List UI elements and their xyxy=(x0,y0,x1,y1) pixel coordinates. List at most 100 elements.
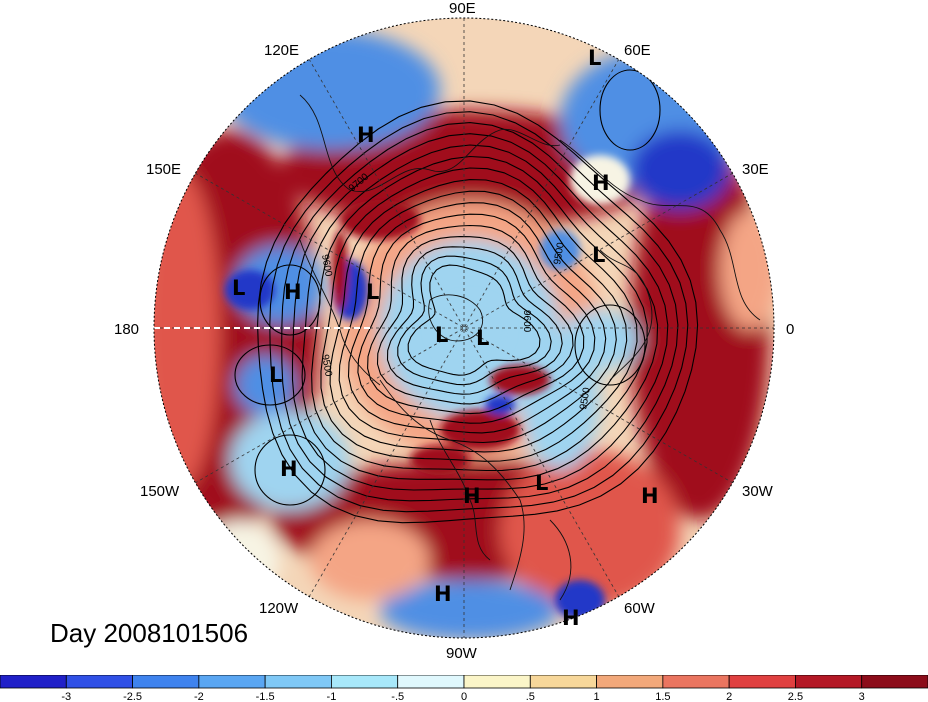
pressure-marker: L xyxy=(269,363,282,387)
colorbar-swatch xyxy=(0,675,67,689)
contour-line xyxy=(234,344,306,406)
pressure-marker: H xyxy=(641,484,659,508)
lon-label-120w: 120W xyxy=(259,600,299,617)
anomaly-patch xyxy=(340,200,420,240)
anomaly-patch xyxy=(490,365,550,395)
colorbar-swatch xyxy=(65,675,133,689)
contour-line xyxy=(281,122,679,502)
pressure-marker: L xyxy=(435,323,448,347)
contour-line xyxy=(311,155,648,472)
colorbar-tick-label: 2.5 xyxy=(788,691,803,702)
pressure-marker: H xyxy=(434,582,452,606)
colorbar-tick-label: 2 xyxy=(726,691,732,702)
anomaly-patch xyxy=(630,130,730,210)
contour-line xyxy=(291,133,669,491)
colorbar-tick-label: -2.5 xyxy=(123,691,142,702)
anomaly-patch xyxy=(430,295,510,365)
pressure-marker: H xyxy=(357,123,375,147)
contour-line xyxy=(376,236,574,405)
contour-line xyxy=(397,255,552,386)
contour-line xyxy=(257,100,699,524)
pressure-marker: L xyxy=(232,276,245,300)
contour-line xyxy=(386,246,563,395)
lon-label-90e: 90E xyxy=(449,0,476,17)
colorbar-tick-label: -1.5 xyxy=(256,691,275,702)
lon-label-60e: 60E xyxy=(624,42,651,59)
map-boundary xyxy=(153,17,775,639)
colorbar-tick-label: -2 xyxy=(194,691,204,702)
colorbar-tick-label: 1 xyxy=(594,691,600,702)
colorbar-swatch xyxy=(662,675,730,689)
anomaly-patch xyxy=(500,450,680,610)
pressure-marker: L xyxy=(588,46,601,70)
contour-line xyxy=(259,264,321,336)
lon-label-30e: 30E xyxy=(742,161,769,178)
map-title: Day 2008101506 xyxy=(50,618,249,648)
anomaly-patch xyxy=(225,270,275,310)
colorbar-tick-label: 3 xyxy=(859,691,865,702)
colorbar-tick-label: .5 xyxy=(526,691,535,702)
lon-label-120e: 120E xyxy=(264,42,299,59)
pressure-marker: L xyxy=(535,471,548,495)
colorbar-tick-label: -.5 xyxy=(391,691,404,702)
colorbar-tick-label: -3 xyxy=(61,691,71,702)
pressure-marker: L xyxy=(592,243,605,267)
pressure-marker: H xyxy=(463,484,481,508)
anomaly-patch xyxy=(154,170,220,490)
pressure-marker: L xyxy=(366,280,379,304)
pressure-system-markers: H H L H L L L L L L H H H H H H H L L H … xyxy=(232,46,659,630)
contour-line xyxy=(599,69,661,151)
pressure-marker: H xyxy=(562,606,580,630)
contour-line xyxy=(347,202,607,434)
colorbar-swatch xyxy=(596,675,664,689)
lon-label-180: 180 xyxy=(114,321,139,338)
anomaly-patch xyxy=(555,580,605,620)
contour-label: 9500 xyxy=(578,386,593,410)
lon-label-60w: 60W xyxy=(624,600,656,617)
pressure-marker: L xyxy=(476,326,489,350)
lon-label-30w: 30W xyxy=(742,483,774,500)
contour-line xyxy=(338,190,617,444)
pressure-marker: H xyxy=(284,280,302,304)
pressure-marker: H xyxy=(592,171,610,195)
contour-line xyxy=(407,264,541,376)
colorbar-swatch xyxy=(795,675,863,689)
anomaly-field xyxy=(154,18,774,638)
contour-line xyxy=(301,144,659,481)
coastlines xyxy=(299,94,761,601)
colorbar: -3 -2.5 -2 -1.5 -1 -.5 0 .5 1 1.5 2 2.5 3 xyxy=(0,675,928,702)
contour-line xyxy=(357,213,596,424)
contour-line xyxy=(254,434,326,506)
contour-line xyxy=(329,179,628,453)
colorbar-swatch xyxy=(132,675,200,689)
colorbar-swatch xyxy=(264,675,332,689)
contour-label: 9500 xyxy=(552,241,567,265)
contour-label: 9600 xyxy=(521,310,532,333)
lon-label-90w: 90W xyxy=(446,645,478,662)
anomaly-patch xyxy=(570,155,630,205)
colorbar-swatch xyxy=(463,675,531,689)
anomaly-patch xyxy=(332,230,348,310)
colorbar-swatch xyxy=(198,675,266,689)
geopotential-contours xyxy=(234,69,699,524)
contour-line xyxy=(320,167,638,462)
anomaly-patch xyxy=(380,580,560,638)
colorbar-tick-label: 0 xyxy=(461,691,467,702)
anomaly-patch xyxy=(440,410,520,450)
contour-line xyxy=(269,111,689,513)
colorbar-swatch xyxy=(861,675,928,689)
pressure-marker: H xyxy=(280,457,298,481)
colorbar-swatch xyxy=(529,675,597,689)
lon-label-0: 0 xyxy=(786,321,794,338)
colorbar-tick-label: -1 xyxy=(327,691,337,702)
colorbar-swatch xyxy=(331,675,399,689)
lon-label-150w: 150W xyxy=(140,483,180,500)
anomaly-patch xyxy=(200,520,280,600)
anomaly-patch xyxy=(410,445,470,475)
colorbar-swatch xyxy=(397,675,465,689)
contour-label: 9600 xyxy=(319,254,334,278)
colorbar-swatch xyxy=(728,675,796,689)
longitude-labels: 90E 60E 30E 0 30W 60W 90W 120W 150W 180 … xyxy=(114,0,794,662)
contour-labels: 9700 9600 9600 9500 9500 9500 xyxy=(319,171,593,410)
